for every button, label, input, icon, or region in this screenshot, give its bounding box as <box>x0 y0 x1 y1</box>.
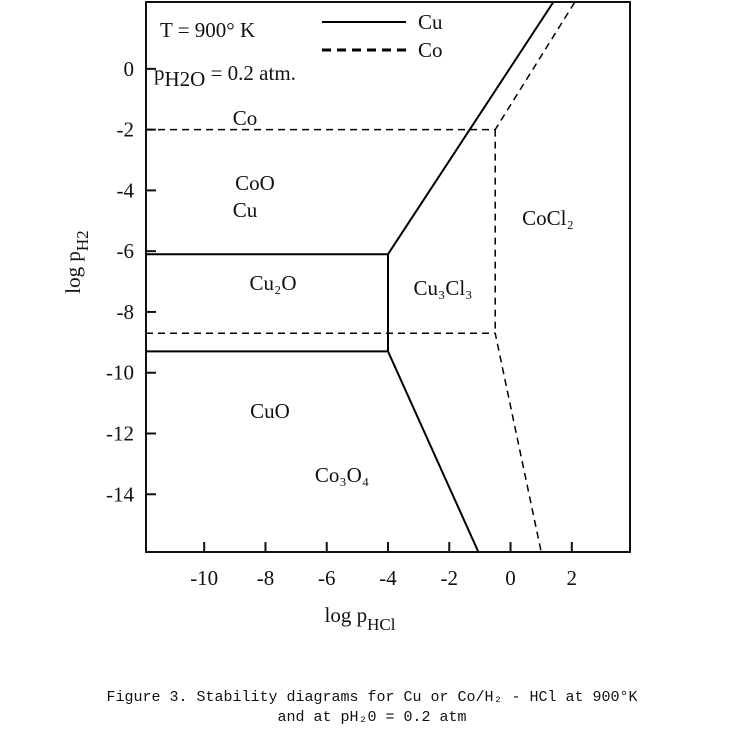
x-axis-label: log pHCl <box>325 603 396 634</box>
region-label: CuO <box>250 399 290 423</box>
region-label: Co₃O₄ <box>315 463 369 487</box>
x-tick-label: -10 <box>190 566 218 590</box>
region-label: Co <box>233 106 258 130</box>
region-label: CoCl₂ <box>522 206 574 230</box>
caption-line: Figure 3. Stability diagrams for Cu or C… <box>106 689 637 706</box>
region-label: Cu₃Cl₃ <box>414 276 473 300</box>
y-label-main: log p <box>61 251 85 294</box>
y-tick-label: -2 <box>117 118 135 142</box>
region-label: Cu₂O <box>250 271 297 295</box>
y-tick-label: -6 <box>117 239 135 263</box>
series-line <box>146 1 555 553</box>
note-rest: = 0.2 atm. <box>205 61 296 85</box>
x-label-main: log p <box>325 603 368 627</box>
y-label-sub: H2 <box>73 230 92 251</box>
note-sub: H2O <box>165 67 206 91</box>
y-tick-label: -12 <box>106 421 134 445</box>
x-tick-label: 0 <box>505 566 516 590</box>
x-tick-label: -2 <box>441 566 459 590</box>
x-tick-label: -8 <box>257 566 275 590</box>
legend-label: Co <box>418 38 443 62</box>
x-tick-label: -4 <box>379 566 397 590</box>
caption-line: and at pH₂0 = 0.2 atm <box>277 709 466 726</box>
y-tick-label: 0 <box>124 57 135 81</box>
x-tick-label: 2 <box>567 566 578 590</box>
region-label: CoO <box>235 171 275 195</box>
y-axis-label: log pH2 <box>61 230 92 293</box>
y-tick-label: -8 <box>117 300 135 324</box>
region-label: T = 900° K <box>160 18 255 42</box>
y-tick-label: -4 <box>117 178 135 202</box>
x-tick-label: -6 <box>318 566 336 590</box>
note-main: p <box>154 61 165 85</box>
x-label-sub: HCl <box>367 615 396 634</box>
region-label: Cu <box>233 198 258 222</box>
series-line <box>146 1 576 553</box>
pressure-note: pH2O = 0.2 atm. <box>154 61 296 91</box>
y-tick-label: -10 <box>106 361 134 385</box>
y-tick-label: -14 <box>106 482 134 506</box>
legend-label: Cu <box>418 10 443 34</box>
